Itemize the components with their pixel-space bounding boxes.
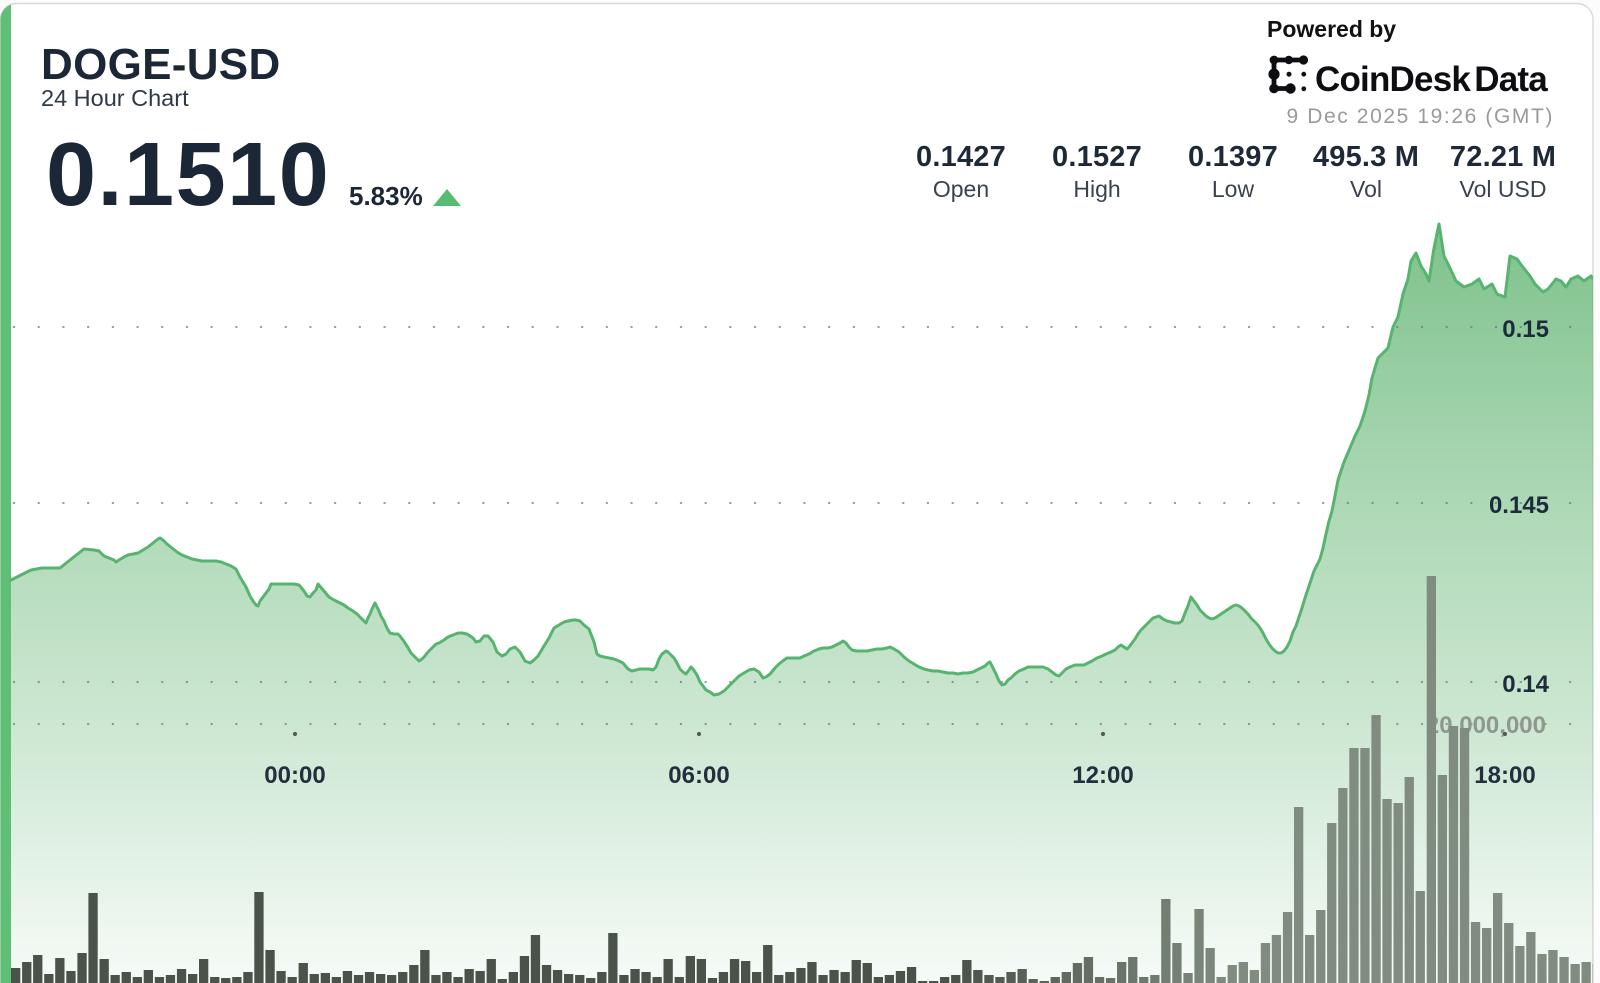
svg-text:18:00: 18:00 [1474,762,1535,789]
svg-text:06:00: 06:00 [668,762,729,789]
svg-text:0.15: 0.15 [1502,316,1549,343]
svg-text:12:00: 12:00 [1072,762,1133,789]
svg-text:20,000,000: 20,000,000 [1426,712,1546,739]
svg-text:0.145: 0.145 [1489,492,1549,519]
svg-text:00:00: 00:00 [264,762,325,789]
svg-text:0.14: 0.14 [1502,671,1549,698]
